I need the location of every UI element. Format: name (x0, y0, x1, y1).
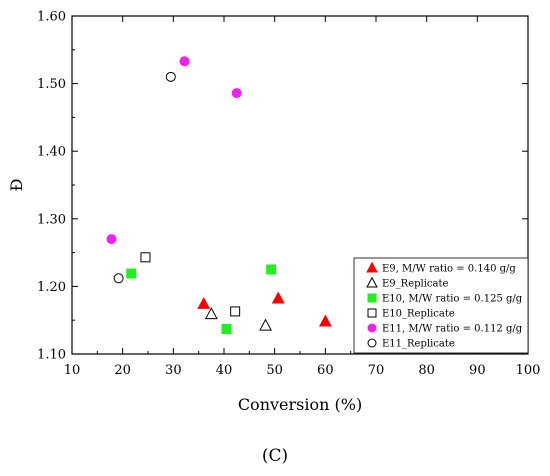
data-point (126, 268, 137, 279)
y-axis-title: Đ (7, 179, 26, 192)
data-point (266, 264, 277, 275)
tick-labels: 10 20 30 40 50 60 70 80 90 100 1.10 1.20 1.30 1.40 1.5… (37, 10, 540, 379)
y-tick-label: 1.50 (37, 77, 66, 92)
x-tick-label: 20 (114, 363, 131, 378)
y-tick-label: 1.10 (37, 348, 66, 363)
data-point (197, 296, 211, 309)
data-point (204, 307, 218, 320)
y-tick-label: 1.30 (37, 212, 66, 227)
x-tick-label: 60 (317, 363, 334, 378)
legend-marker (367, 308, 377, 318)
data-point (318, 314, 332, 327)
legend-marker (366, 276, 378, 288)
legend-label: E10, M/W ratio = 0.125 g/g (382, 294, 523, 305)
x-tick-label: 100 (516, 363, 541, 378)
legend-label: E11, M/W ratio = 0.112 g/g (382, 324, 523, 335)
y-tick-label: 1.60 (37, 10, 66, 25)
data-point (230, 306, 241, 317)
legend-marker (366, 261, 378, 273)
x-tick-label: 50 (266, 363, 283, 378)
x-tick-label: 80 (418, 363, 435, 378)
panel-label: (C) (262, 446, 288, 466)
data-point (165, 71, 176, 82)
legend-marker (367, 293, 377, 303)
x-tick-label: 30 (165, 363, 182, 378)
data-point (140, 252, 151, 263)
data-point (179, 56, 190, 67)
data-point (259, 318, 272, 331)
legend-label: E10_Replicate (382, 309, 455, 320)
legend-label: E9_Replicate (382, 279, 448, 290)
legend-marker (367, 338, 377, 348)
data-point (221, 323, 232, 334)
data-point (271, 291, 285, 304)
legend-label: E11_Replicate (382, 339, 455, 350)
y-tick-label: 1.40 (37, 145, 66, 160)
data-points (106, 56, 332, 334)
x-tick-label: 70 (368, 363, 385, 378)
x-axis-title: Conversion (%) (238, 395, 362, 414)
legend-box (353, 257, 529, 354)
legend-marker (367, 323, 377, 333)
data-point (231, 88, 242, 99)
x-tick-label: 90 (469, 363, 486, 378)
legend-label: E9, M/W ratio = 0.140 g/g (382, 264, 516, 275)
x-tick-label: 10 (64, 363, 81, 378)
data-point (106, 234, 117, 245)
data-point (113, 273, 124, 284)
y-tick-label: 1.20 (37, 280, 66, 295)
x-tick-label: 40 (216, 363, 233, 378)
legend: E9, M/W ratio = 0.140 g/g E9_Replicate E10… (353, 257, 529, 354)
